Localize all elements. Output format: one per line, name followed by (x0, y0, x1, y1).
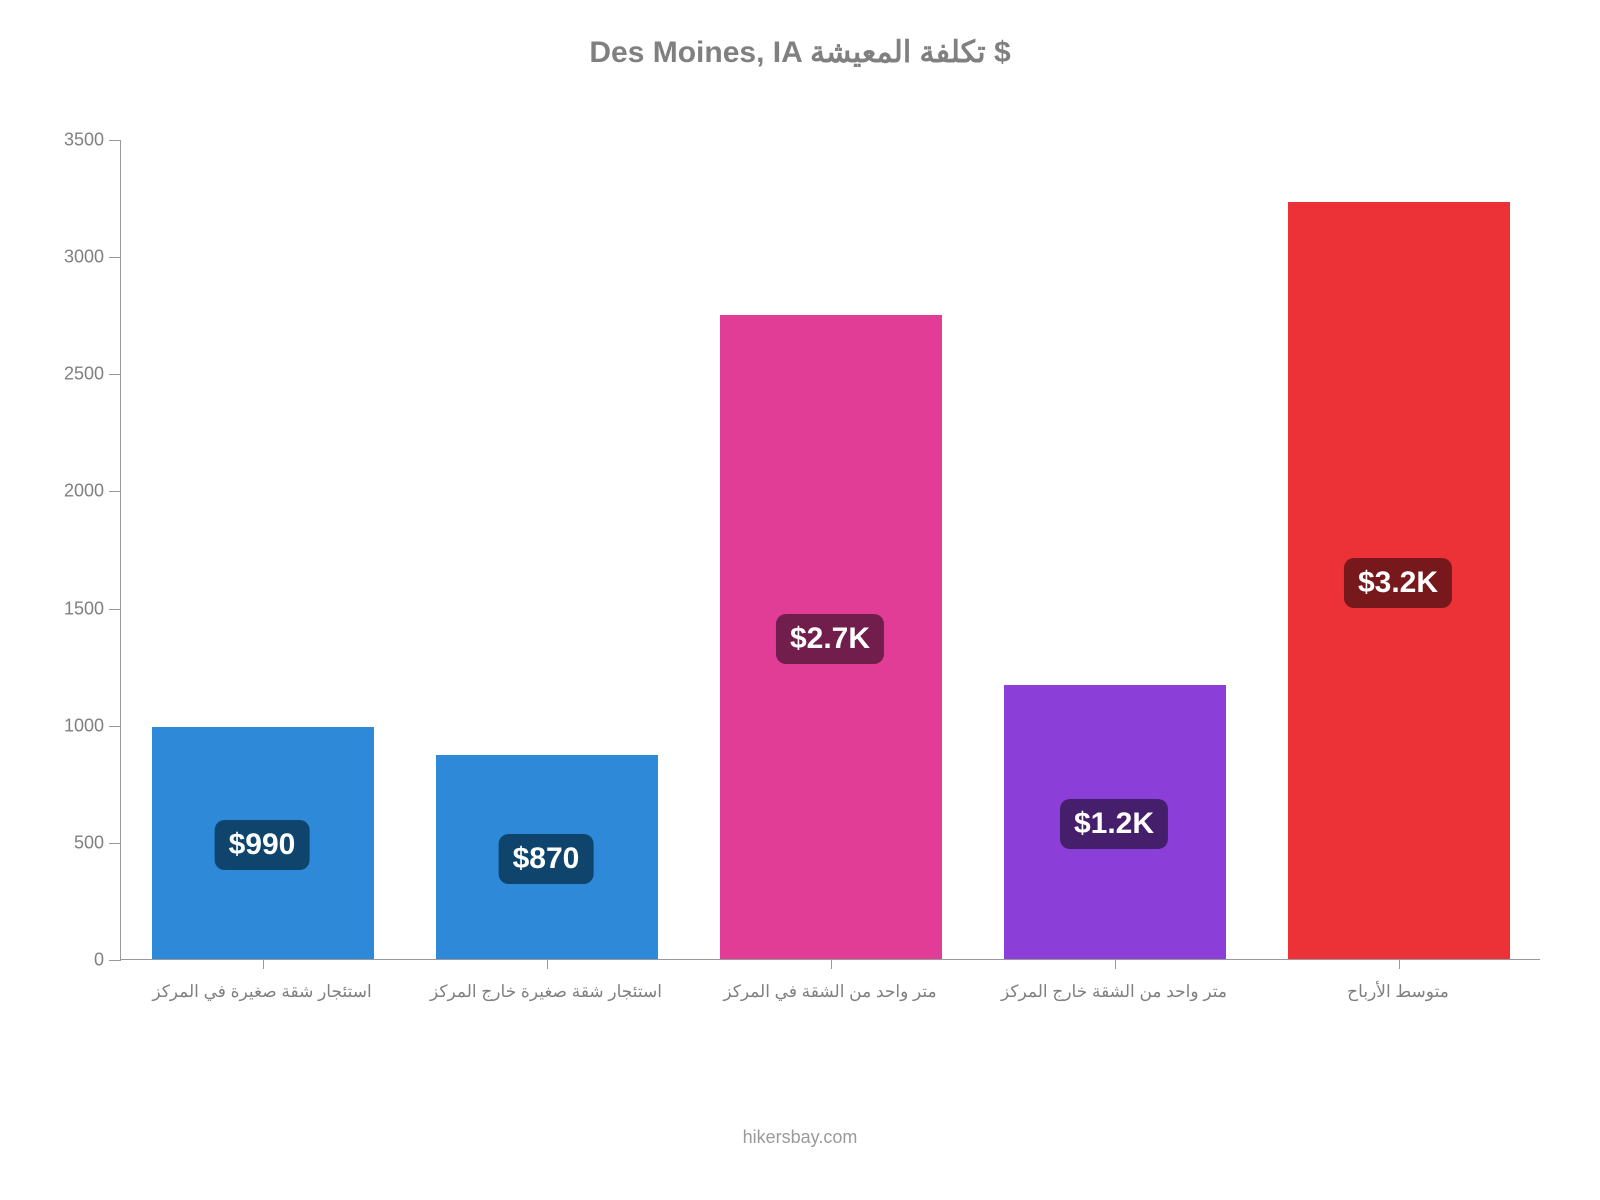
y-axis-label: 500 (74, 832, 120, 853)
chart-title: Des Moines, IA تكلفة المعيشة $ (0, 35, 1600, 70)
bar-value-badge: $2.7K (776, 614, 884, 664)
x-axis-label: استئجار شقة صغيرة خارج المركز (430, 960, 662, 1002)
chart-axes (120, 140, 1540, 960)
x-axis-label: استئجار شقة صغيرة في المركز (152, 960, 371, 1002)
x-axis-label: متوسط الأرباح (1347, 960, 1449, 1002)
chart-container: Des Moines, IA تكلفة المعيشة $ 050010001… (0, 0, 1600, 1200)
bar-value-badge: $870 (499, 834, 594, 884)
bar-value-badge: $990 (215, 820, 310, 870)
y-axis-label: 2500 (64, 364, 120, 385)
x-axis-label: متر واحد من الشقة خارج المركز (1001, 960, 1227, 1002)
y-axis-label: 0 (94, 950, 120, 971)
bar-value-badge: $3.2K (1344, 558, 1452, 608)
attribution-text: hikersbay.com (0, 1127, 1600, 1148)
y-axis-label: 1500 (64, 598, 120, 619)
y-axis-label: 2000 (64, 481, 120, 502)
bar-value-badge: $1.2K (1060, 799, 1168, 849)
x-axis-label: متر واحد من الشقة في المركز (723, 960, 936, 1002)
y-axis-label: 3500 (64, 130, 120, 151)
y-axis-label: 1000 (64, 715, 120, 736)
y-axis-label: 3000 (64, 247, 120, 268)
chart-plot-area: 0500100015002000250030003500$990استئجار … (120, 140, 1540, 960)
